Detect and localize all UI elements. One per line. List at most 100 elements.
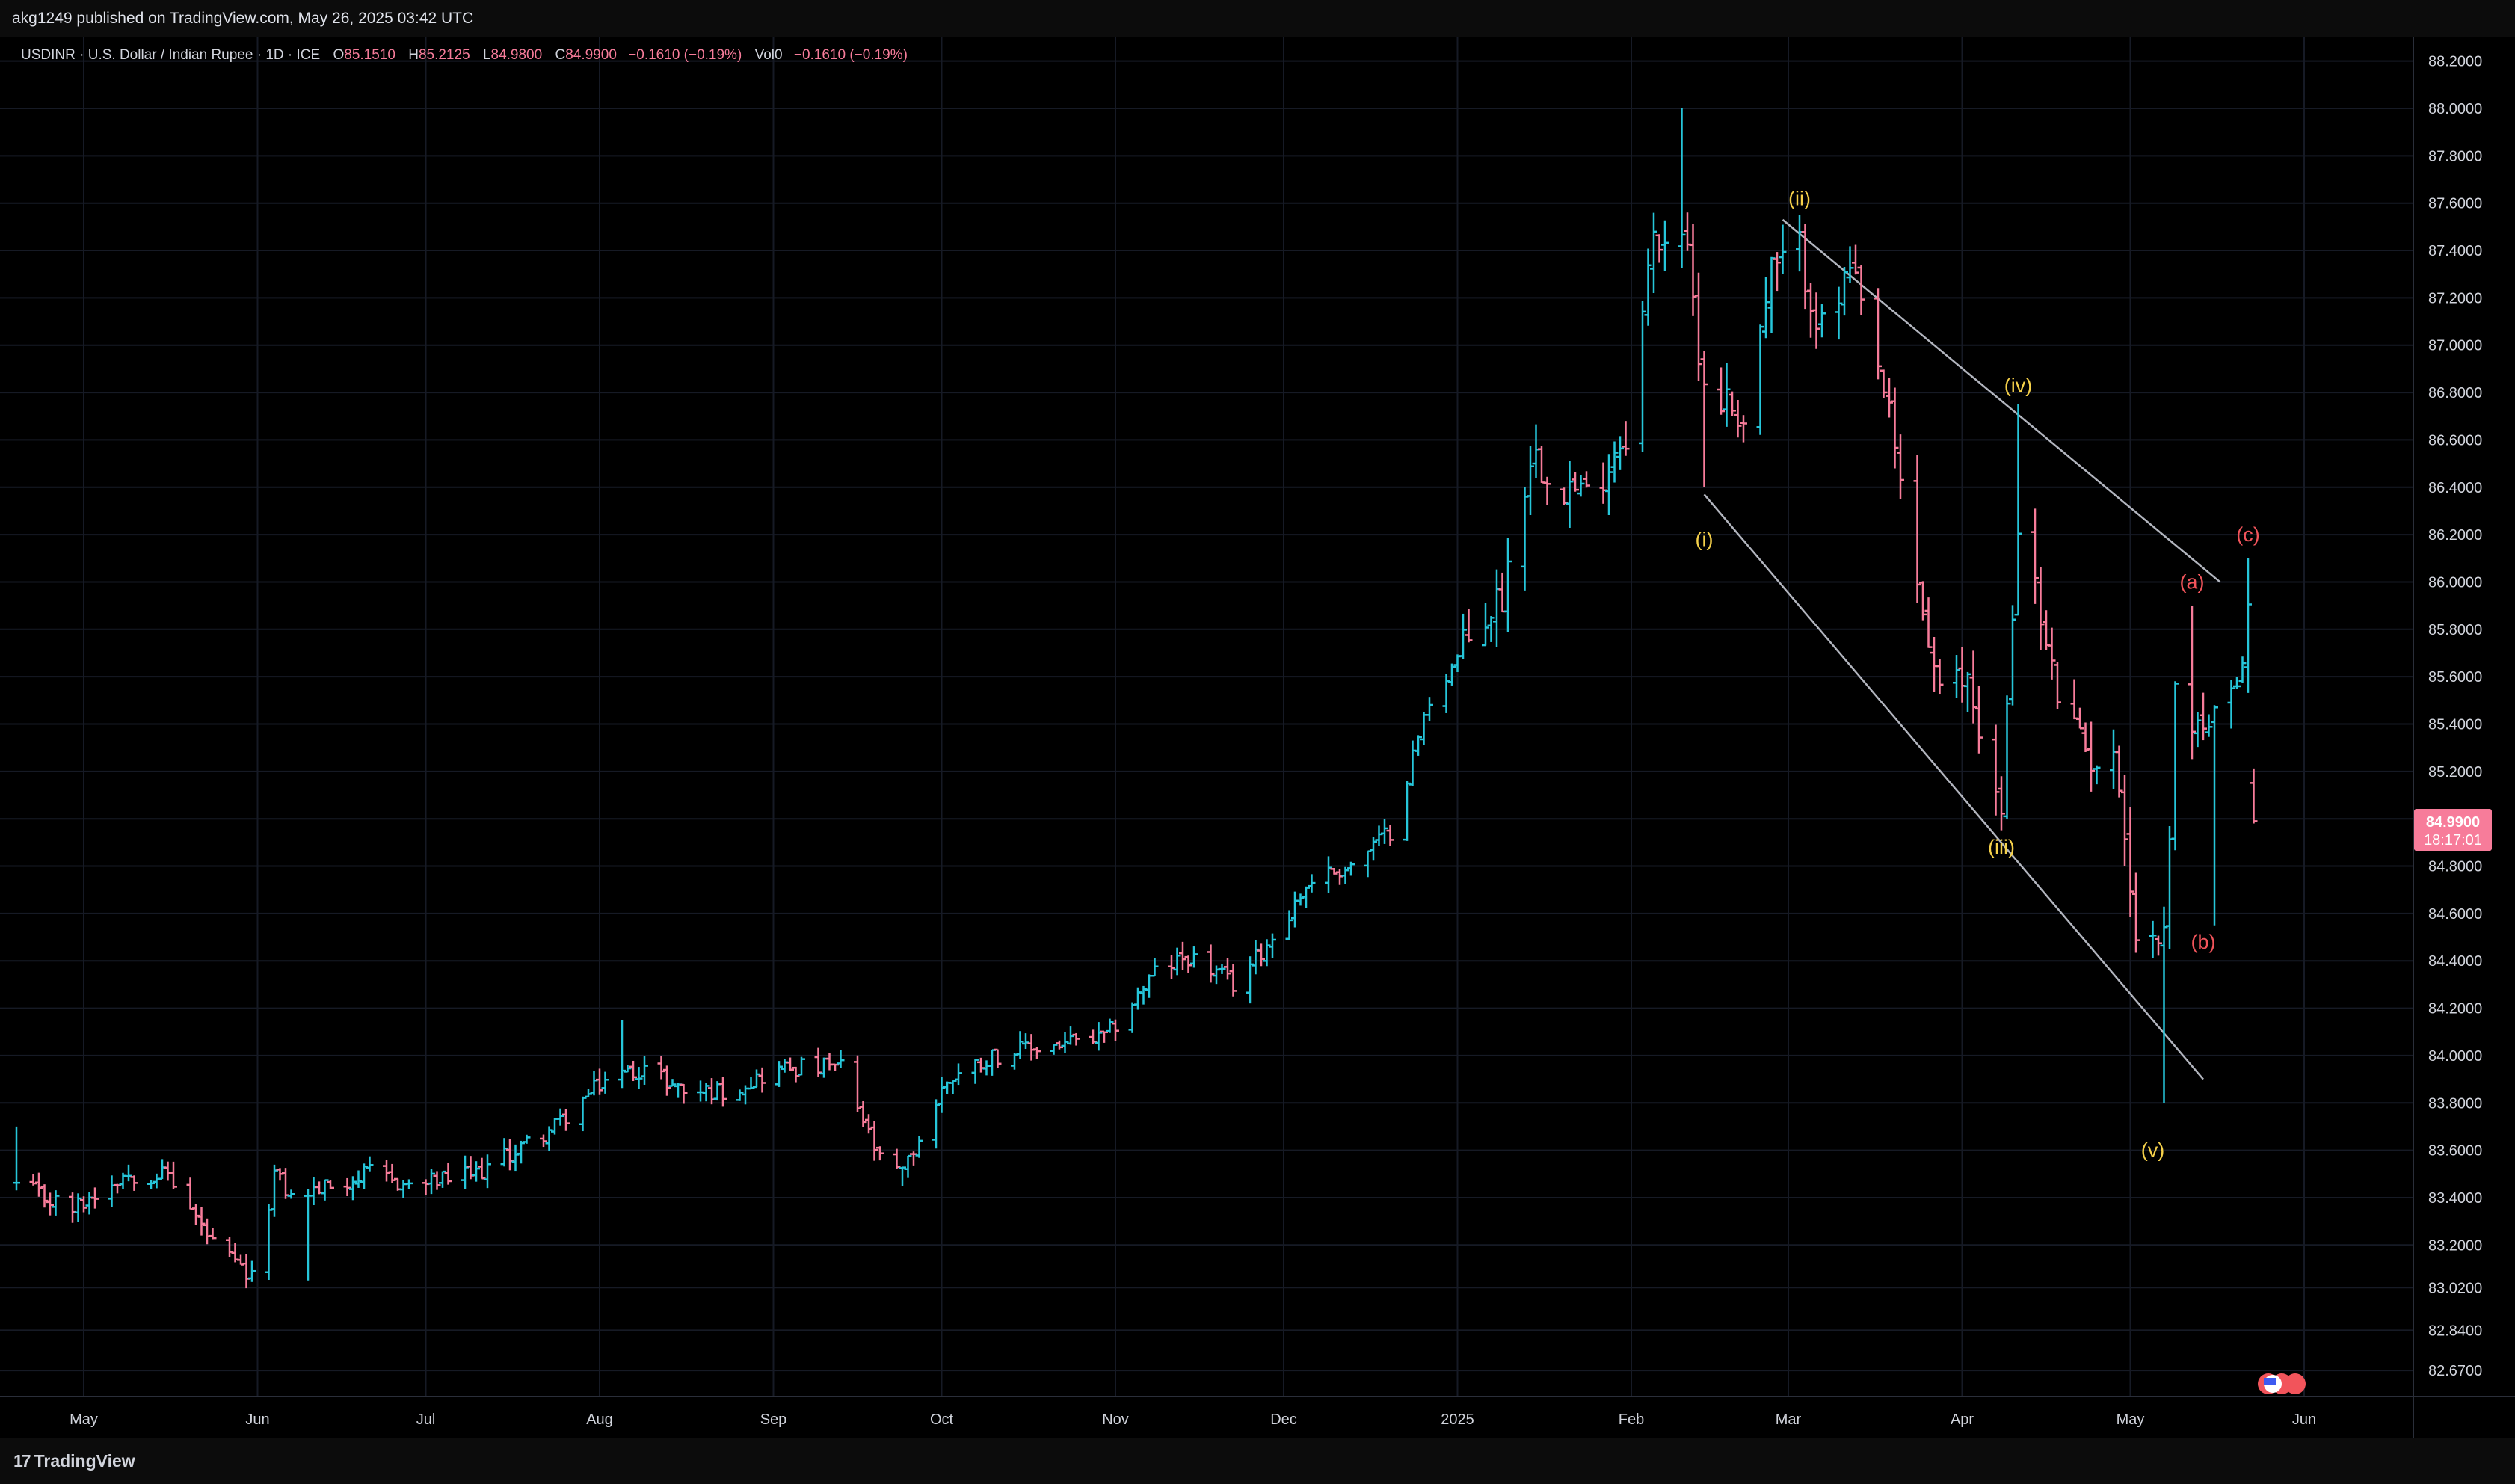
ohlc-bar [130,1175,138,1191]
ohlc-bar [2211,705,2218,926]
ohlc-bar [618,1020,626,1089]
ohlc-bar [1852,244,1859,275]
ohlc-bar [1650,212,1657,294]
channel-line [1703,493,2204,1080]
ohlc-bar [2194,712,2202,748]
ohlc-bar [1370,837,1377,861]
ohlc-bar [1151,958,1159,977]
symbol-title[interactable]: USDINR · U.S. Dollar / Indian Rupee · 1D… [21,47,321,63]
ohlc-bar [237,1254,244,1266]
ohlc-bar [540,1134,547,1148]
ohlc-bar [1263,939,1271,967]
ohlc-bar [1325,856,1332,893]
ohlc-bar [40,1184,49,1208]
ohlc-bar [2076,707,2084,730]
time-tick-label: May [70,1411,98,1428]
ohlc-bar [517,1140,525,1164]
time-tick-label: Jun [245,1411,269,1428]
ohlc-bar [2244,558,2252,693]
ohlc-bar [1610,441,1619,483]
ohlc-bar [910,1151,917,1166]
ohlc-bar [209,1228,217,1240]
wave-label: (c) [2236,523,2259,546]
ohlc-bar [1072,1032,1080,1046]
ohlc-bar [1448,663,1456,686]
ohlc-bar [753,1069,760,1089]
tradingview-logo[interactable]: 17 TradingView [13,1451,135,1471]
ohlc-bar [287,1189,295,1199]
ohlc-bar [1218,964,1226,974]
ohlc-bar [859,1100,867,1127]
ohlc-bar [1403,781,1411,841]
ohlc-bar [1644,248,1652,326]
ohlc-bar [1415,735,1422,756]
price-chart[interactable]: (i) (ii) (iii) (iv) (v) (a) (b) (c) 82.6700 82.8… [0,0,2515,1438]
ohlc-bar [1953,655,1960,698]
price-tick-label: 84.2000 [2428,1001,2482,1017]
ohlc-bar [657,1056,665,1080]
ohlc-bar [1583,471,1590,488]
ohlc-bar [1482,603,1489,647]
ohlc-bar [1504,538,1512,632]
ohlc-bar [2250,768,2258,824]
ohlc-bar [1016,1031,1024,1059]
ohlc-bar [2227,680,2235,729]
ohlc-bar [798,1056,805,1076]
ohlc-bar [814,1047,822,1077]
ohlc-bar [1330,868,1338,875]
ohlc-bar [1773,252,1781,292]
ohlc-bar [1880,369,1888,398]
ohlc-bar [1756,324,1764,435]
ohlc-bar [2081,722,2090,753]
ohlc-bar [192,1204,200,1225]
ohlc-bar [428,1169,435,1195]
flag-icon[interactable] [2258,1373,2306,1394]
price-axis[interactable]: 82.6700 82.8400 83.0200 83.2000 83.4000 83.60… [2428,54,2482,1379]
ohlc-bar [1179,941,1186,970]
price-tick-label: 85.8000 [2428,622,2482,638]
ohlc-bar [2121,775,2128,866]
time-tick-label: Jun [2292,1411,2316,1428]
price-tick-label: 83.6000 [2428,1143,2482,1160]
price-tick-label: 85.6000 [2428,669,2482,686]
ohlc-bar [1224,958,1231,980]
ohlc-bar [114,1183,121,1194]
ohlc-bar [1891,387,1899,469]
ohlc-bar [1622,421,1630,456]
ohlc-bar [343,1177,351,1196]
ohlc-bar [1678,108,1686,268]
ohlc-bar [13,1126,20,1191]
ohlc-bar [792,1066,800,1083]
ohlc-bar [1527,446,1534,515]
time-tick-label: Dec [1270,1411,1297,1428]
ohlc-bar [2087,721,2095,792]
ohlc-bar [1992,724,2000,816]
price-tick-label: 88.2000 [2428,54,2482,70]
ohlc-bar [1689,224,1697,316]
footer-bar: 17 TradingView [0,1438,2515,1484]
ohlc-bar [170,1161,177,1189]
ohlc-bar [1056,1040,1063,1050]
ohlc-bar [668,1079,677,1087]
wave-label: (a) [2180,570,2205,593]
time-tick-label: May [2117,1411,2145,1428]
ohlc-bars[interactable] [13,108,2258,1289]
ohlc-bar [91,1187,99,1209]
ohlc-bar [511,1144,520,1172]
time-axis[interactable]: May Jun Jul Aug Sep Oct Nov Dec 2025 Feb Mar Apr May… [70,1411,2316,1428]
ohlc-bar [624,1065,632,1073]
ohlc-bar [786,1057,794,1071]
ohlc-bar [2132,872,2140,953]
time-tick-label: Nov [1102,1411,1129,1428]
ohlc-bar [2200,692,2207,741]
time-tick-label: Apr [1951,1411,1974,1428]
price-tick-label: 87.0000 [2428,338,2482,354]
ohlc-bar [831,1063,839,1071]
price-tick-label: 86.0000 [2428,574,2482,591]
ohlc-bar [405,1179,413,1189]
ohlc-bar [1347,861,1355,876]
vol-value: 0 [775,47,783,63]
ohlc-bar [2126,807,2134,917]
ohlc-bar [1341,866,1349,884]
price-tick-label: 84.0000 [2428,1048,2482,1065]
